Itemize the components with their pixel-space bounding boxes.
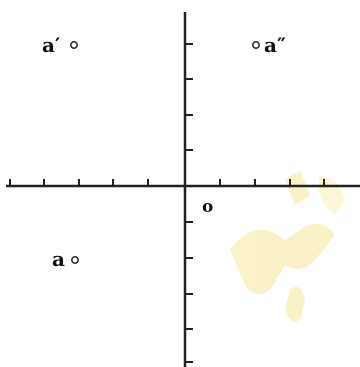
point-a-marker [71, 256, 79, 264]
point-a-double-prime-marker [252, 41, 260, 49]
vertical-axis-ticks [185, 43, 193, 363]
point-a-prime-marker [70, 41, 78, 49]
origin-label: o [202, 197, 213, 217]
point-a: a [52, 247, 79, 271]
point-a-label: a [52, 247, 65, 271]
point-a-double-prime: a″ [252, 33, 286, 57]
point-a-double-prime-label: a″ [264, 33, 286, 57]
point-a-prime-label: a′ [42, 33, 60, 57]
watermark-graphic [230, 170, 345, 322]
point-a-prime: a′ [42, 33, 78, 57]
horizontal-axis-ticks [9, 179, 325, 186]
